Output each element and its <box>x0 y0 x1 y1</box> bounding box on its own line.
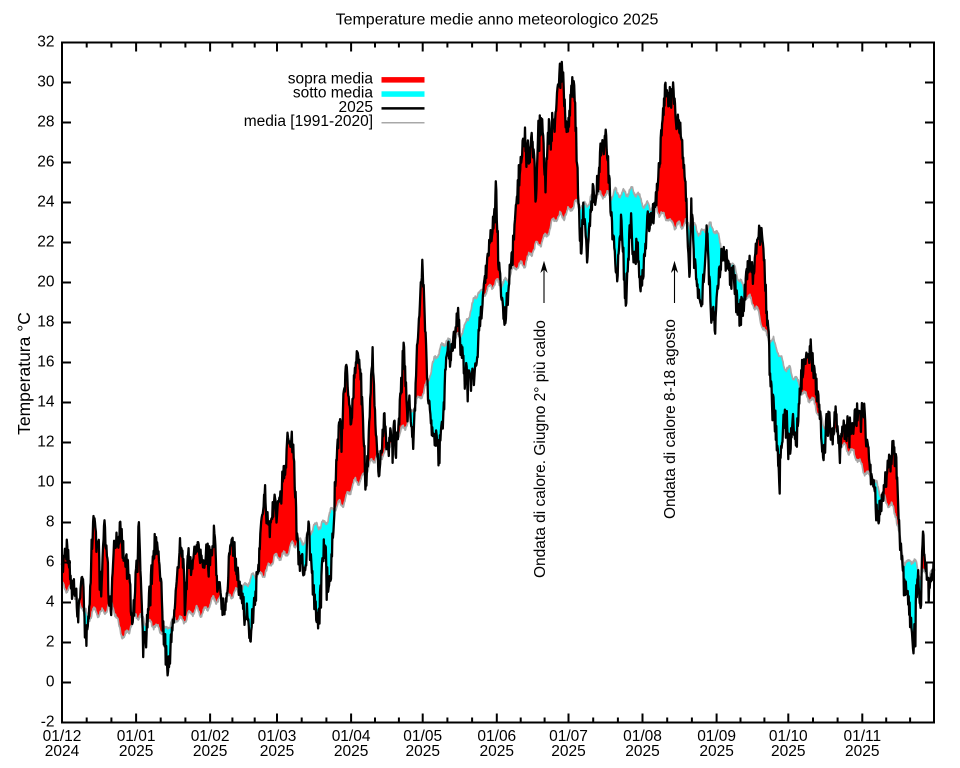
svg-text:01/10: 01/10 <box>769 728 808 745</box>
svg-text:01/11: 01/11 <box>843 728 881 745</box>
svg-text:2025: 2025 <box>699 743 733 760</box>
svg-text:01/01: 01/01 <box>117 728 156 745</box>
svg-text:2024: 2024 <box>45 743 80 760</box>
svg-text:2025: 2025 <box>339 99 373 116</box>
svg-text:0: 0 <box>46 674 55 691</box>
svg-text:Ondata di calore 8-18 agosto: Ondata di calore 8-18 agosto <box>662 319 679 519</box>
svg-text:01/05: 01/05 <box>403 728 442 745</box>
svg-text:2025: 2025 <box>193 743 227 760</box>
svg-text:20: 20 <box>37 274 55 291</box>
svg-text:Ondata di calore. Giugno 2° pi: Ondata di calore. Giugno 2° più caldo <box>532 320 549 578</box>
svg-text:2025: 2025 <box>551 743 585 760</box>
svg-text:2: 2 <box>46 634 55 651</box>
svg-text:-2: -2 <box>41 714 55 731</box>
svg-text:sopra media: sopra media <box>288 70 374 87</box>
svg-text:10: 10 <box>37 474 55 491</box>
svg-text:2025: 2025 <box>480 743 514 760</box>
svg-text:01/07: 01/07 <box>549 728 588 745</box>
svg-text:2025: 2025 <box>334 743 368 760</box>
svg-text:24: 24 <box>37 194 55 211</box>
svg-text:2025: 2025 <box>625 743 659 760</box>
svg-text:22: 22 <box>37 234 54 251</box>
svg-text:2025: 2025 <box>260 743 294 760</box>
svg-text:2025: 2025 <box>405 743 439 760</box>
svg-text:media [1991-2020]: media [1991-2020] <box>244 113 373 130</box>
svg-text:2025: 2025 <box>845 743 879 760</box>
svg-text:01/12: 01/12 <box>43 728 82 745</box>
svg-text:18: 18 <box>37 314 54 331</box>
svg-text:14: 14 <box>37 394 55 411</box>
svg-text:01/04: 01/04 <box>332 728 371 745</box>
svg-text:16: 16 <box>37 354 54 371</box>
svg-text:12: 12 <box>37 434 54 451</box>
svg-text:01/08: 01/08 <box>623 728 662 745</box>
svg-text:26: 26 <box>37 154 54 171</box>
svg-text:32: 32 <box>37 34 54 51</box>
svg-text:30: 30 <box>37 74 55 91</box>
svg-text:2025: 2025 <box>771 743 805 760</box>
svg-text:8: 8 <box>46 514 55 531</box>
svg-text:Temperature medie anno meteoro: Temperature medie anno meteorologico 202… <box>336 12 659 29</box>
svg-text:sotto media: sotto media <box>293 85 374 102</box>
svg-text:28: 28 <box>37 114 54 131</box>
svg-text:01/09: 01/09 <box>697 728 736 745</box>
svg-text:01/03: 01/03 <box>258 728 297 745</box>
svg-text:6: 6 <box>46 554 55 571</box>
svg-text:01/06: 01/06 <box>477 728 516 745</box>
svg-text:2025: 2025 <box>119 743 153 760</box>
svg-text:4: 4 <box>46 594 55 611</box>
svg-text:Temperatura °C: Temperatura °C <box>14 312 34 435</box>
svg-text:01/02: 01/02 <box>191 728 230 745</box>
